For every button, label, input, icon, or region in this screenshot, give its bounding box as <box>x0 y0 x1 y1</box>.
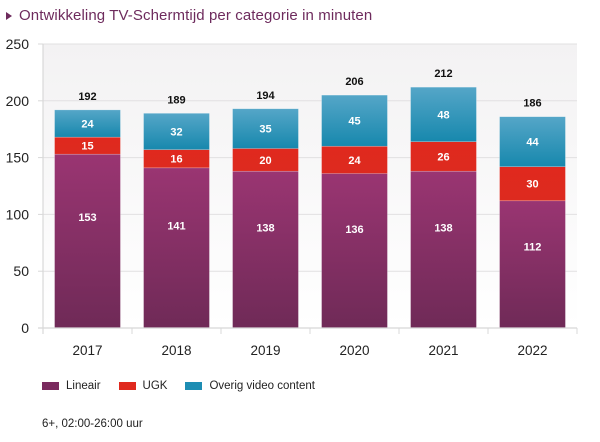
bar-segment-lineair-2021 <box>410 170 477 329</box>
bar-segment-overig-video-content-2019 <box>232 108 299 149</box>
triangle-right-icon <box>6 11 12 20</box>
total-label-2021: 212 <box>434 68 452 80</box>
legend: Lineair UGK Overig video content <box>42 380 333 392</box>
data-label-overig-video-content-2022: 44 <box>526 137 539 149</box>
legend-swatch-overig-video-content <box>185 382 203 390</box>
data-label-lineair-2018: 141 <box>167 220 185 232</box>
bar-segment-lineair-2022 <box>499 200 566 329</box>
y-tick-label: 0 <box>21 320 29 336</box>
legend-item-ugk: UGK <box>118 380 168 392</box>
data-label-ugk-2020: 24 <box>348 155 361 167</box>
data-label-lineair-2022: 112 <box>524 242 542 254</box>
data-label-lineair-2020: 136 <box>345 224 363 236</box>
bar-segment-overig-video-content-2020 <box>321 94 388 147</box>
bar-segment-ugk-2021 <box>410 141 477 172</box>
data-label-ugk-2022: 30 <box>526 179 538 191</box>
y-tick-label: 50 <box>13 263 29 279</box>
total-label-2018: 189 <box>167 94 185 106</box>
data-label-lineair-2019: 138 <box>256 223 274 235</box>
data-label-overig-video-content-2021: 48 <box>437 109 449 121</box>
bar-segment-ugk-2022 <box>499 166 566 202</box>
chart-title-text: Ontwikkeling TV-Schermtijd per categorie… <box>19 7 373 24</box>
legend-item-overig-video-content: Overig video content <box>185 380 315 392</box>
x-tick-label: 2022 <box>517 343 547 358</box>
bar-segment-overig-video-content-2017 <box>54 109 121 138</box>
data-label-overig-video-content-2019: 35 <box>259 124 271 136</box>
data-label-lineair-2017: 153 <box>78 212 96 224</box>
data-label-ugk-2019: 20 <box>259 155 271 167</box>
total-label-2019: 194 <box>256 90 275 102</box>
bar-segment-ugk-2020 <box>321 145 388 174</box>
plot-background <box>43 44 577 328</box>
bar-segment-overig-video-content-2021 <box>410 86 477 142</box>
data-label-lineair-2021: 138 <box>434 223 452 235</box>
chart-title: Ontwikkeling TV-Schermtijd per categorie… <box>6 7 372 24</box>
bar-segment-overig-video-content-2022 <box>499 116 566 167</box>
total-label-2020: 206 <box>345 76 363 88</box>
bar-segment-lineair-2020 <box>321 173 388 329</box>
bar-segment-overig-video-content-2018 <box>143 112 210 150</box>
x-tick-label: 2020 <box>339 343 369 358</box>
legend-swatch-lineair <box>42 382 59 390</box>
x-tick-label: 2018 <box>161 343 191 358</box>
x-tick-label: 2019 <box>250 343 280 358</box>
bar-segment-lineair-2018 <box>143 167 210 329</box>
stacked-bar-chart: 153 15 24 192 141 16 32 189 138 20 35 194 136 24 45 206… <box>6 36 578 358</box>
y-tick-label: 250 <box>6 36 30 52</box>
x-tick-label: 2021 <box>428 343 458 358</box>
legend-label-ugk: UGK <box>142 380 168 392</box>
footnote: 6+, 02:00-26:00 uur <box>42 418 143 430</box>
legend-item-lineair: Lineair <box>42 380 101 392</box>
bar-segment-lineair-2019 <box>232 170 299 329</box>
y-tick-label: 200 <box>6 93 30 109</box>
bar-segment-lineair-2017 <box>54 153 121 329</box>
legend-label-overig-video-content: Overig video content <box>209 380 315 392</box>
total-label-2022: 186 <box>523 98 541 110</box>
y-tick-label: 100 <box>6 206 30 222</box>
legend-label-lineair: Lineair <box>66 380 101 392</box>
data-label-ugk-2021: 26 <box>437 151 449 163</box>
data-label-overig-video-content-2020: 45 <box>348 116 360 128</box>
legend-swatch-ugk <box>118 382 136 390</box>
data-label-ugk-2018: 16 <box>170 154 182 166</box>
data-label-ugk-2017: 15 <box>81 141 93 153</box>
y-tick-label: 150 <box>6 150 30 166</box>
total-label-2017: 192 <box>78 91 96 103</box>
data-label-overig-video-content-2018: 32 <box>170 126 182 138</box>
x-tick-label: 2017 <box>72 343 102 358</box>
data-label-overig-video-content-2017: 24 <box>81 119 94 131</box>
